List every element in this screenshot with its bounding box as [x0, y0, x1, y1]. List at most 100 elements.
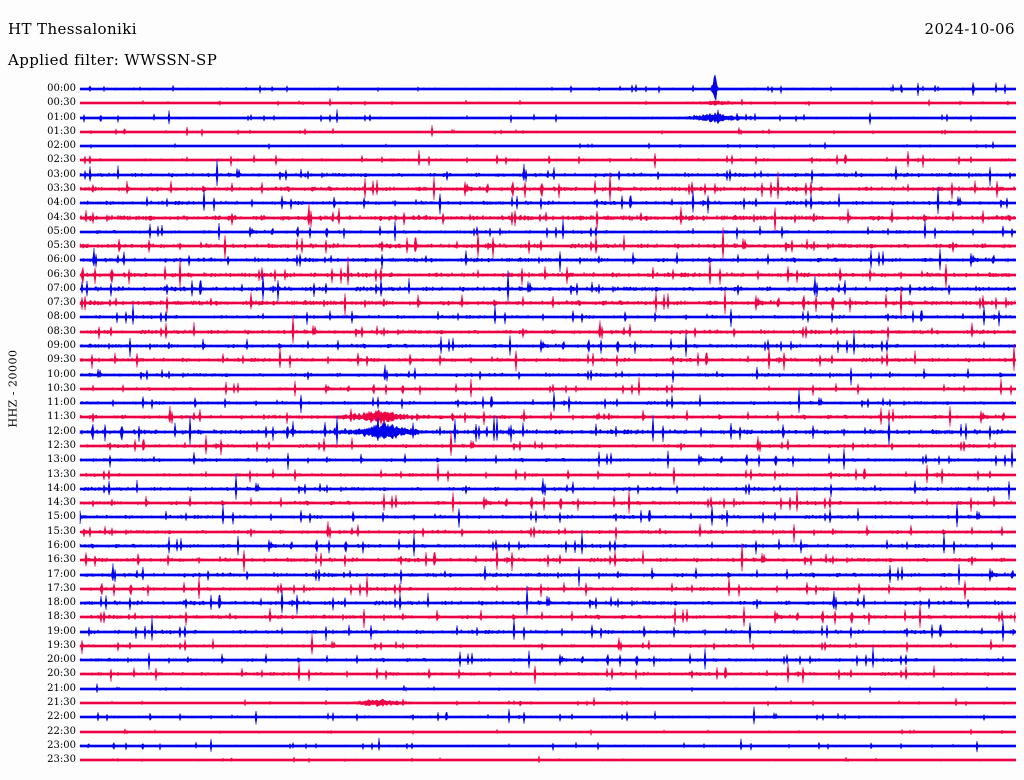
trace-row — [79, 108, 1016, 125]
trace-baseline — [80, 558, 1016, 562]
trace-baseline — [80, 687, 1016, 691]
trace-baseline — [80, 630, 1016, 633]
trace-row — [79, 531, 1016, 557]
trace-baseline — [80, 716, 1016, 719]
trace-baseline — [80, 601, 1016, 605]
trace-baseline — [80, 273, 1016, 276]
time-tick-label: 08:00 — [47, 311, 76, 323]
time-tick-label: 15:30 — [47, 525, 76, 537]
trace-baseline — [80, 344, 1016, 348]
trace-baseline — [80, 430, 1016, 434]
trace-baseline — [80, 187, 1016, 191]
trace-row — [79, 218, 1016, 242]
trace-baseline — [80, 101, 1016, 105]
trace-baseline — [80, 330, 1016, 334]
trace-waveform — [79, 256, 1016, 289]
trace-baseline — [80, 587, 1016, 591]
trace-baseline — [80, 244, 1016, 248]
trace-baseline — [80, 201, 1016, 205]
trace-baseline — [80, 373, 1016, 376]
trace-row — [79, 187, 1016, 215]
trace-baseline — [80, 516, 1016, 519]
trace-baseline — [80, 487, 1016, 491]
time-tick-label: 06:30 — [47, 268, 76, 280]
trace-baseline — [80, 401, 1016, 405]
trace-row — [79, 446, 1016, 471]
trace-baseline — [80, 301, 1016, 305]
trace-row — [79, 562, 1016, 587]
trace-baseline — [80, 173, 1016, 176]
time-tick-label: 04:30 — [47, 211, 76, 223]
trace-row — [79, 662, 1016, 685]
trace-baseline — [80, 701, 1016, 705]
trace-row — [79, 388, 1016, 414]
trace-row — [79, 706, 1016, 725]
time-tick-label: 10:30 — [47, 382, 76, 394]
trace-baseline — [80, 359, 1016, 362]
trace-row — [79, 520, 1016, 543]
trace-row — [79, 304, 1016, 328]
trace-row — [79, 755, 1016, 764]
trace-row — [79, 414, 1016, 446]
time-tick-label: 00:00 — [47, 83, 76, 94]
time-tick-label: 13:00 — [47, 454, 76, 466]
time-tick-label: 05:00 — [47, 225, 76, 237]
time-tick-label: 04:00 — [47, 197, 76, 209]
helicorder-plot: 00:00 00:30 01:00 01:30 02:00 02:30 03:00 03:30… — [0, 73, 1024, 778]
time-tick-label: 22:00 — [47, 711, 76, 723]
date-label: 2024-10-06 — [924, 20, 1015, 38]
trace-row — [79, 287, 1016, 317]
trace-row — [79, 315, 1016, 344]
time-tick-label: 14:00 — [47, 482, 76, 494]
time-tick-label: 21:00 — [47, 682, 76, 694]
trace-row — [79, 330, 1016, 358]
trace-row — [79, 256, 1016, 289]
time-tick-label: 16:30 — [47, 554, 76, 566]
time-tick-label: 08:30 — [47, 325, 76, 337]
trace-baseline — [80, 730, 1016, 733]
trace-baseline — [80, 458, 1016, 462]
time-tick-label: 12:00 — [47, 425, 76, 437]
trace-baseline — [80, 216, 1016, 219]
trace-row — [79, 585, 1016, 616]
trace-row — [79, 270, 1016, 302]
time-tick-label: 06:00 — [47, 254, 76, 266]
applied-filter-label: Applied filter: WWSSN-SP — [8, 51, 218, 69]
trace-row — [79, 171, 1016, 202]
time-tick-label: 03:00 — [47, 168, 76, 180]
time-tick-label: 11:00 — [47, 397, 76, 409]
time-tick-label: 17:00 — [47, 568, 76, 580]
trace-row — [79, 227, 1016, 260]
time-tick-label: 23:30 — [47, 754, 76, 766]
trace-baseline — [80, 259, 1016, 262]
trace-row — [79, 377, 1016, 398]
time-tick-label: 09:30 — [47, 354, 76, 366]
time-tick-label: 11:30 — [47, 411, 76, 423]
trace-baseline — [80, 673, 1016, 676]
trace-baseline — [80, 230, 1016, 234]
time-tick-label: 20:30 — [47, 668, 76, 680]
time-tick-label: 23:00 — [47, 739, 76, 751]
station-title: HT Thessaloniki — [8, 20, 137, 38]
trace-row — [79, 98, 1016, 108]
trace-row — [79, 646, 1016, 671]
trace-baseline — [80, 116, 1016, 119]
trace-row — [79, 487, 1016, 514]
trace-baseline — [80, 573, 1016, 576]
time-tick-label: 16:00 — [47, 539, 76, 551]
trace-baseline — [80, 501, 1016, 505]
trace-baseline — [80, 530, 1016, 533]
trace-baseline — [80, 744, 1016, 748]
trace-row — [79, 431, 1016, 456]
trace-row — [79, 158, 1016, 186]
trace-baseline — [80, 144, 1016, 148]
trace-baseline — [80, 159, 1016, 162]
trace-baseline — [80, 544, 1016, 548]
trace-row — [79, 150, 1016, 169]
trace-baseline — [80, 287, 1016, 291]
time-tick-label: 07:00 — [47, 282, 76, 294]
trace-row — [79, 697, 1016, 708]
trace-row — [79, 574, 1016, 600]
time-tick-label: 03:30 — [47, 182, 76, 194]
